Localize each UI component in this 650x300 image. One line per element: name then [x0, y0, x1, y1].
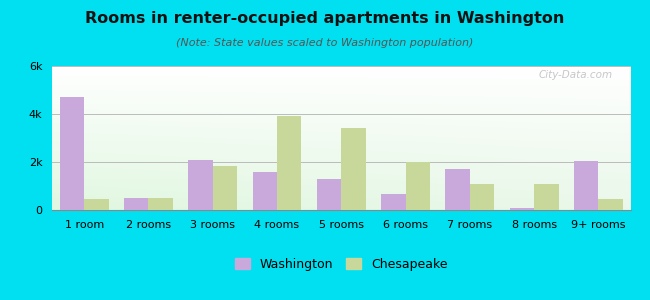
Legend: Washington, Chesapeake: Washington, Chesapeake	[230, 253, 452, 276]
Text: City-Data.com: City-Data.com	[539, 70, 613, 80]
Bar	[60, 97, 84, 210]
Bar	[534, 184, 558, 210]
Text: Rooms in renter-occupied apartments in Washington: Rooms in renter-occupied apartments in W…	[85, 11, 565, 26]
Bar	[341, 128, 366, 210]
Bar	[406, 162, 430, 210]
Bar	[148, 198, 173, 210]
Bar	[445, 169, 470, 210]
Bar	[381, 194, 406, 210]
Text: (Note: State values scaled to Washington population): (Note: State values scaled to Washington…	[176, 38, 474, 47]
Bar	[277, 116, 302, 210]
Bar	[574, 161, 599, 210]
Bar	[84, 199, 109, 210]
Bar	[213, 166, 237, 210]
Bar	[599, 199, 623, 210]
Bar	[317, 179, 341, 210]
Bar	[470, 184, 494, 210]
Bar	[510, 208, 534, 210]
Bar	[188, 160, 213, 210]
Bar	[124, 198, 148, 210]
Bar	[253, 172, 277, 210]
